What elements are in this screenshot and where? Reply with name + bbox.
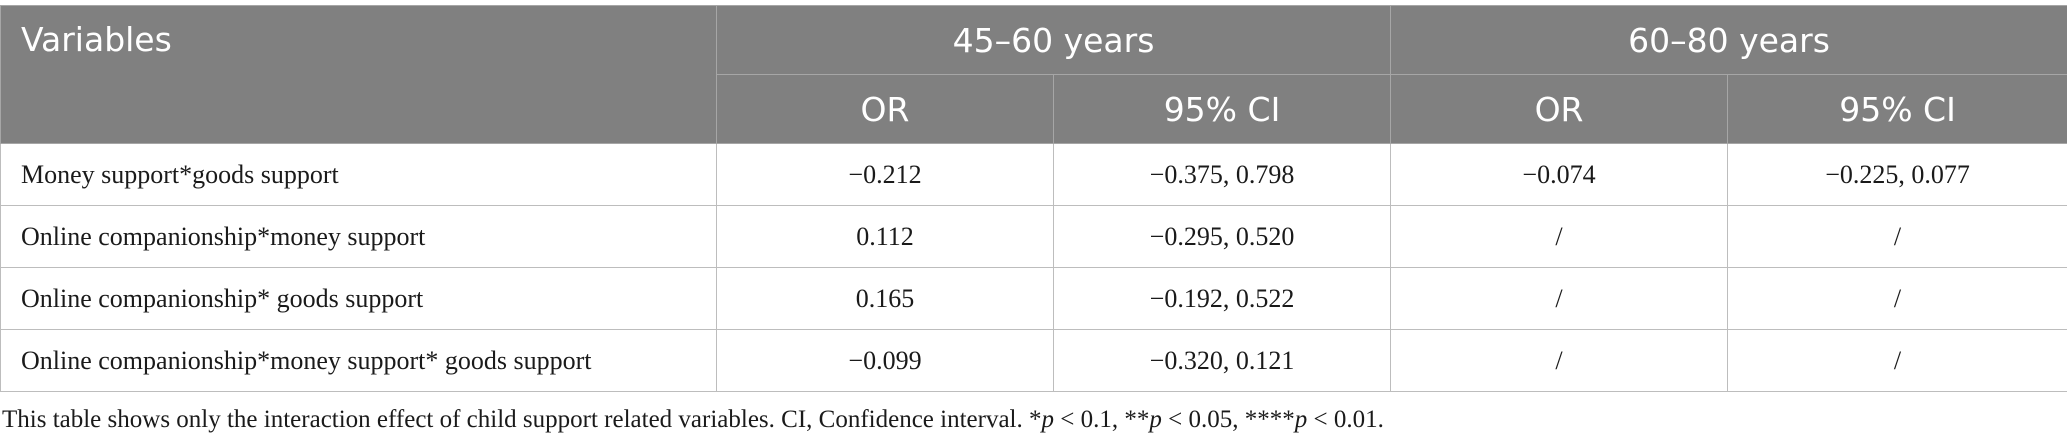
cell-ci-45-60: −0.295, 0.520 bbox=[1052, 205, 1392, 268]
table-footnote: This table shows only the interaction ef… bbox=[2, 406, 1384, 434]
table-row: Online companionship*money support* good… bbox=[0, 329, 2067, 392]
cell-or-60-80: / bbox=[1390, 267, 1729, 330]
header-row-stats: OR 95% CI OR 95% CI bbox=[1, 74, 2067, 144]
footnote-threshold-3: < 0.01. bbox=[1307, 406, 1384, 433]
table-body: Money support*goods support −0.212 −0.37… bbox=[0, 143, 2067, 392]
cell-or-60-80: −0.074 bbox=[1390, 143, 1729, 206]
cell-or-45-60: 0.165 bbox=[716, 267, 1054, 330]
cell-ci-60-80: / bbox=[1727, 205, 2067, 268]
cell-ci-60-80: / bbox=[1727, 329, 2067, 392]
footnote-text: This table shows only the interaction ef… bbox=[2, 406, 1042, 433]
table-header: Variables 45–60 years 60–80 years OR 95%… bbox=[0, 5, 2067, 144]
variables-header: Variables bbox=[0, 5, 717, 144]
header-row-groups: Variables 45–60 years 60–80 years bbox=[0, 5, 2067, 144]
cell-ci-45-60: −0.320, 0.121 bbox=[1052, 329, 1392, 392]
cell-or-45-60: −0.099 bbox=[716, 329, 1054, 392]
table-row: Money support*goods support −0.212 −0.37… bbox=[0, 143, 2067, 206]
subheader-or-45-60: OR bbox=[716, 74, 1054, 144]
table-row: Online companionship*money support 0.112… bbox=[0, 205, 2067, 268]
cell-or-45-60: −0.212 bbox=[716, 143, 1054, 206]
table-row: Online companionship* goods support 0.16… bbox=[0, 267, 2067, 330]
cell-or-60-80: / bbox=[1390, 329, 1729, 392]
row-label: Money support*goods support bbox=[0, 143, 717, 206]
subheader-ci-60-80: 95% CI bbox=[1727, 74, 2067, 144]
cell-ci-45-60: −0.375, 0.798 bbox=[1052, 143, 1392, 206]
p-symbol: p bbox=[1149, 406, 1162, 433]
row-label: Online companionship*money support bbox=[0, 205, 717, 268]
subheader-ci-45-60: 95% CI bbox=[1052, 74, 1392, 144]
cell-or-45-60: 0.112 bbox=[716, 205, 1054, 268]
cell-ci-45-60: −0.192, 0.522 bbox=[1052, 267, 1392, 330]
footnote-threshold-2: < 0.05, **** bbox=[1161, 406, 1295, 433]
results-table: Variables 45–60 years 60–80 years OR 95%… bbox=[0, 5, 2067, 392]
group-header-45-60: 45–60 years bbox=[715, 5, 1392, 75]
p-symbol: p bbox=[1041, 406, 1055, 433]
footnote-threshold-1: < 0.1, ** bbox=[1054, 406, 1150, 433]
row-label: Online companionship*money support* good… bbox=[0, 329, 717, 392]
group-header-60-80: 60–80 years bbox=[1390, 5, 2067, 75]
cell-ci-60-80: / bbox=[1727, 267, 2067, 330]
cell-ci-60-80: −0.225, 0.077 bbox=[1727, 143, 2067, 206]
p-symbol: p bbox=[1294, 406, 1308, 433]
row-label: Online companionship* goods support bbox=[0, 267, 717, 330]
subheader-or-60-80: OR bbox=[1390, 74, 1729, 144]
cell-or-60-80: / bbox=[1390, 205, 1729, 268]
